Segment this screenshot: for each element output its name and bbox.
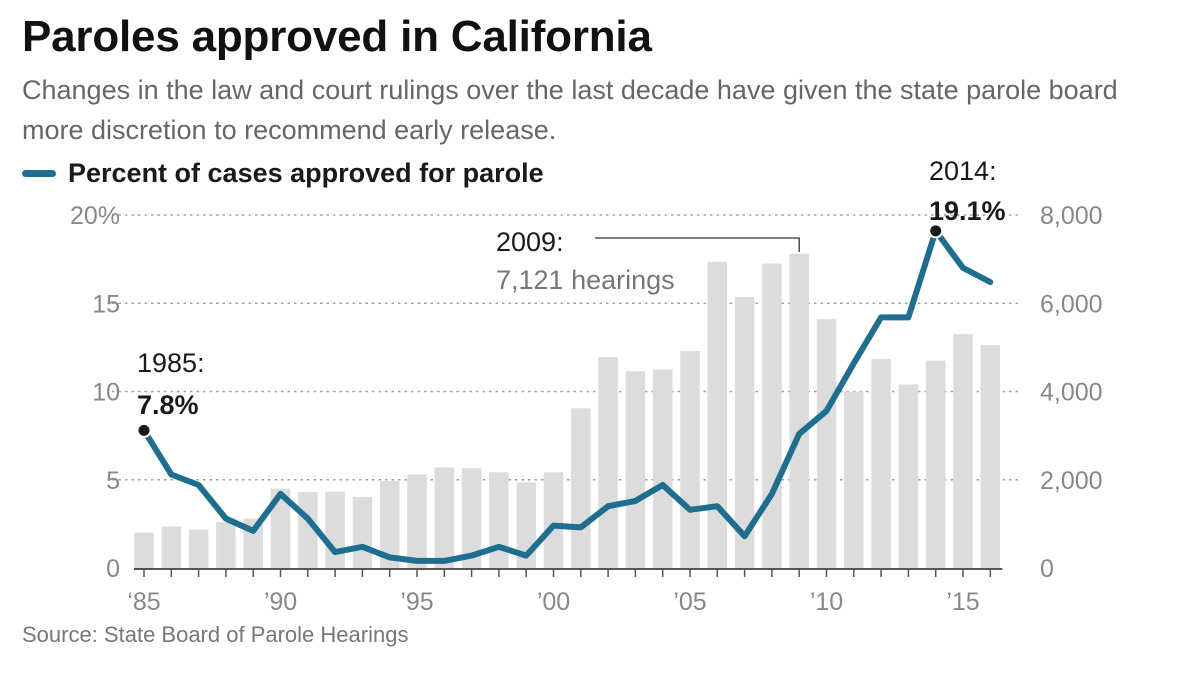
annotation-2014-label: 2014: (929, 156, 997, 186)
x-tick-label: ’10 (810, 588, 843, 616)
bar (844, 391, 864, 568)
legend-label: Percent of cases approved for parole (68, 157, 544, 188)
y-right-tick-label: 6,000 (1040, 290, 1103, 318)
bar (434, 467, 455, 568)
y-left-tick-label: 15 (92, 290, 120, 318)
bar (571, 408, 591, 568)
annotation-2014-marker (928, 223, 944, 239)
annotations: 1985: 7.8% 2009: 7,121 hearings 2014: 19.1% (137, 156, 1006, 420)
bar (652, 369, 673, 568)
annotation-2009-label: 2009: (496, 227, 564, 257)
annotation-2009-leader (595, 237, 800, 252)
grid-lines (112, 214, 1022, 481)
bar (598, 357, 618, 568)
bar (161, 526, 182, 568)
x-tick-label: ’95 (400, 588, 433, 616)
y-left-tick-label: 0 (106, 555, 120, 583)
chart-title: Paroles approved in California (22, 12, 652, 61)
x-tick-label: ’00 (537, 588, 570, 616)
bar (543, 472, 564, 568)
y-right-tick-label: 8,000 (1040, 202, 1103, 230)
annotation-2009-value: 7,121 hearings (496, 265, 675, 295)
bar (734, 297, 755, 568)
bar (680, 350, 700, 568)
bar (270, 488, 291, 568)
bar (789, 253, 809, 568)
bar-series (134, 253, 1001, 568)
bar (871, 358, 891, 568)
y-left-tick-label: 20% (70, 202, 120, 230)
bar (953, 334, 973, 568)
bar (134, 532, 154, 568)
y-right-tick-label: 0 (1040, 555, 1054, 583)
y-left-tick-label: 5 (106, 467, 120, 495)
bar (352, 496, 373, 568)
x-tick-label: ’05 (673, 588, 706, 616)
bar (925, 360, 946, 568)
x-tick-label: ’90 (264, 588, 297, 616)
bar (216, 522, 236, 568)
source-note: Source: State Board of Parole Hearings (22, 622, 409, 647)
annotation-2014-value: 19.1% (929, 196, 1006, 226)
bar (325, 491, 345, 568)
annotation-1985-label: 1985: (137, 348, 205, 378)
bar (816, 319, 837, 568)
y-right-tick-label: 2,000 (1040, 467, 1103, 495)
annotation-1985-value: 7.8% (137, 390, 199, 420)
bar (379, 481, 400, 568)
bar (188, 529, 209, 568)
x-tick-label: ’15 (946, 588, 979, 616)
y-left-tick-label: 10 (92, 379, 120, 407)
bar (707, 261, 728, 568)
bar (980, 345, 1001, 568)
line-series (136, 223, 994, 564)
series-line-parole-percent (141, 227, 994, 564)
annotation-1985-marker (136, 422, 152, 438)
bar (625, 371, 646, 568)
chart-subtitle: Changes in the law and court rulings ove… (22, 75, 1118, 145)
bar (762, 263, 782, 568)
legend-swatch-line (22, 169, 56, 177)
x-tick-label: ‘85 (127, 588, 160, 616)
axes: 0 5 10 15 20% 0 2,000 4,000 6,000 8,000 ‘85 ’90 ’95 ’… (70, 202, 1103, 616)
bar (461, 468, 482, 568)
y-right-tick-label: 4,000 (1040, 379, 1103, 407)
bar (898, 384, 919, 568)
bar (407, 474, 427, 568)
legend: Percent of cases approved for parole (22, 156, 544, 190)
bar (489, 472, 509, 568)
